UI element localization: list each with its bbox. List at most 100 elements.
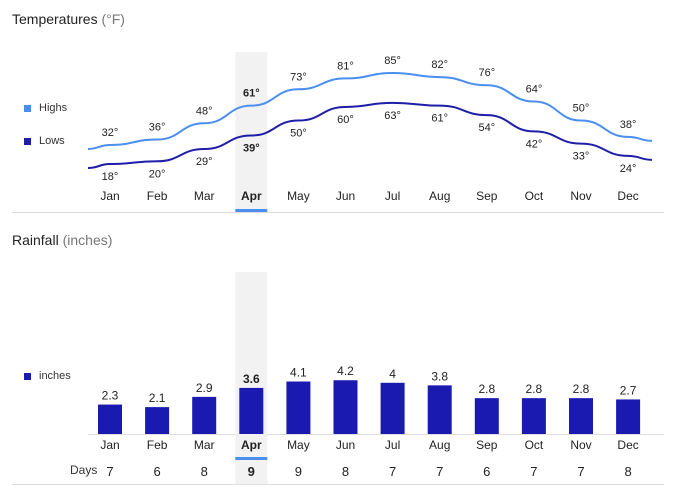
rain-month-aug[interactable]: Aug	[429, 438, 450, 452]
legend-highs[interactable]: Highs	[24, 102, 67, 114]
rain-bar-feb[interactable]	[145, 407, 170, 434]
lows-label-jan: 18°	[102, 171, 119, 183]
lows-label-apr: 39°	[243, 142, 260, 154]
highs-label-jul: 85°	[384, 55, 401, 67]
days-value-aug: 7	[436, 464, 443, 479]
rain-value-aug: 3.8	[431, 369, 448, 383]
highs-label-dec: 38°	[620, 119, 637, 131]
rain-bar-apr[interactable]	[239, 387, 264, 434]
rain-month-jan[interactable]: Jan	[100, 438, 119, 452]
rainfall-title: Rainfall (inches)	[12, 232, 112, 248]
lows-label-sep: 54°	[478, 122, 495, 134]
rain-month-jul[interactable]: Jul	[385, 438, 400, 452]
rain-bar-jan[interactable]	[98, 404, 122, 434]
rain-month-apr[interactable]: Apr	[241, 438, 262, 452]
temp-month-mar[interactable]: Mar	[194, 189, 215, 203]
lows-label-dec: 24°	[620, 163, 637, 175]
days-value-jun: 8	[342, 464, 349, 479]
lows-label-nov: 33°	[573, 151, 590, 163]
temp-month-jun[interactable]: Jun	[336, 189, 355, 203]
rain-value-mar: 2.9	[196, 381, 213, 395]
days-value-nov: 7	[577, 464, 584, 479]
temp-month-jan[interactable]: Jan	[100, 189, 119, 203]
rainfall-title-text: Rainfall	[12, 232, 59, 248]
lows-label-jul: 63°	[384, 110, 401, 122]
highs-label-oct: 64°	[526, 84, 543, 96]
legend-highs-label: Highs	[39, 102, 68, 114]
rain-value-jul: 4	[389, 367, 396, 381]
temp-month-aug[interactable]: Aug	[429, 189, 450, 203]
rain-value-feb: 2.1	[149, 391, 166, 405]
highs-line	[87, 71, 653, 150]
temp-month-nov[interactable]: Nov	[570, 189, 591, 203]
rain-bar-sep[interactable]	[474, 398, 499, 434]
rain-bar-dec[interactable]	[616, 399, 641, 434]
days-value-apr: 9	[248, 464, 255, 479]
highs-label-sep: 76°	[478, 67, 495, 79]
temp-month-may[interactable]: May	[287, 189, 310, 203]
legend-highs-swatch	[24, 104, 31, 112]
highs-label-nov: 50°	[573, 103, 590, 115]
temperatures-title: Temperatures (°F)	[12, 11, 125, 27]
temp-month-sep[interactable]: Sep	[476, 189, 498, 203]
rain-value-oct: 2.8	[526, 382, 543, 396]
highs-label-mar: 48°	[196, 105, 213, 117]
temp-month-jul[interactable]: Jul	[385, 189, 400, 203]
days-value-jan: 7	[106, 464, 113, 479]
rain-bar-nov[interactable]	[569, 398, 593, 434]
highs-label-jun: 81°	[337, 60, 354, 72]
temp-month-feb[interactable]: Feb	[147, 189, 168, 203]
rain-bar-jul[interactable]	[380, 382, 405, 434]
rain-bar-jun[interactable]	[333, 380, 358, 434]
lows-label-feb: 20°	[149, 168, 166, 180]
legend-inches-label: inches	[39, 370, 71, 382]
rain-bar-may[interactable]	[286, 381, 311, 434]
temperatures-title-text: Temperatures	[12, 11, 98, 27]
lows-line	[87, 101, 653, 169]
temp-month-dec[interactable]: Dec	[617, 189, 638, 203]
rain-bar-aug[interactable]	[427, 385, 452, 434]
temp-month-apr[interactable]: Apr	[241, 189, 262, 203]
highs-label-apr: 61°	[243, 88, 260, 100]
rain-month-sep[interactable]: Sep	[476, 438, 498, 452]
temperatures-unit: (°F)	[101, 11, 125, 27]
days-value-oct: 7	[530, 464, 537, 479]
selected-underline-temperature	[235, 209, 268, 212]
highs-label-aug: 82°	[431, 59, 448, 71]
highs-label-jan: 32°	[102, 127, 119, 139]
lows-label-jun: 60°	[337, 114, 354, 126]
legend-lows-label: Lows	[39, 135, 65, 147]
rainfall-baseline	[88, 434, 664, 435]
bottom-divider	[12, 484, 664, 485]
days-value-feb: 6	[153, 464, 160, 479]
rain-bar-mar[interactable]	[192, 396, 217, 434]
selected-band-rainfall	[235, 272, 268, 484]
rain-bar-oct[interactable]	[521, 398, 546, 434]
lows-label-oct: 42°	[526, 138, 543, 150]
highs-label-feb: 36°	[149, 122, 166, 134]
rain-value-jun: 4.2	[337, 364, 354, 378]
rainfall-unit: (inches)	[62, 232, 113, 248]
days-value-sep: 6	[483, 464, 490, 479]
legend-inches-swatch	[24, 372, 31, 380]
rain-value-dec: 2.7	[620, 383, 637, 397]
rain-value-sep: 2.8	[478, 382, 495, 396]
legend-lows[interactable]: Lows	[24, 135, 65, 147]
rain-month-jun[interactable]: Jun	[336, 438, 355, 452]
days-label-text: Days	[70, 463, 98, 477]
legend-inches[interactable]: inches	[24, 370, 71, 382]
temp-month-oct[interactable]: Oct	[525, 189, 544, 203]
rain-month-mar[interactable]: Mar	[194, 438, 215, 452]
rain-month-dec[interactable]: Dec	[617, 438, 638, 452]
days-label: Days	[70, 463, 97, 477]
days-value-jul: 7	[389, 464, 396, 479]
selected-underline-rainfall	[235, 457, 268, 460]
rain-month-nov[interactable]: Nov	[570, 438, 591, 452]
rain-month-may[interactable]: May	[287, 438, 310, 452]
days-value-dec: 8	[624, 464, 631, 479]
lows-label-mar: 29°	[196, 156, 213, 168]
rain-month-oct[interactable]: Oct	[525, 438, 544, 452]
highs-label-may: 73°	[290, 71, 307, 83]
rain-month-feb[interactable]: Feb	[147, 438, 168, 452]
